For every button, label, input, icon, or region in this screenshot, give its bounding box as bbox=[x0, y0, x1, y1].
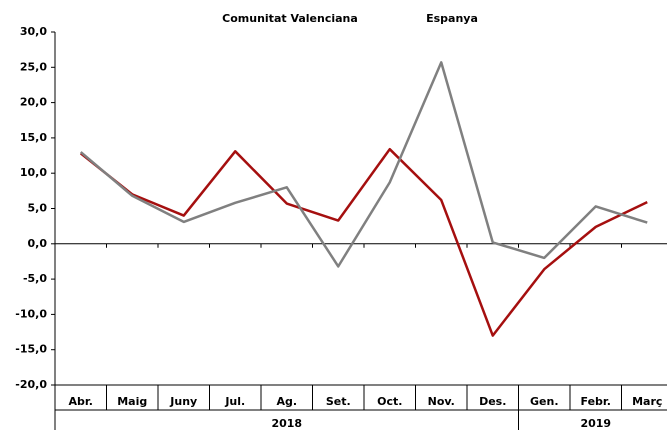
x-tick-label: Nov. bbox=[428, 395, 455, 408]
x-tick-label: Març bbox=[632, 395, 662, 408]
series-line bbox=[79, 61, 648, 268]
x-tick-label: Juny bbox=[169, 395, 197, 408]
y-tick-label: 5,0 bbox=[28, 202, 48, 215]
y-tick-label: 10,0 bbox=[20, 166, 47, 179]
x-tick-label: Des. bbox=[479, 395, 506, 408]
x-tick-label: Febr. bbox=[581, 395, 611, 408]
y-tick-label: 30,0 bbox=[20, 25, 47, 38]
x-tick-label: Maig bbox=[117, 395, 147, 408]
series-line bbox=[79, 147, 648, 337]
y-tick-label: -15,0 bbox=[15, 343, 47, 356]
x-tick-label: Set. bbox=[326, 395, 351, 408]
x-tick-label: Gen. bbox=[530, 395, 559, 408]
y-tick-label: -20,0 bbox=[15, 378, 47, 391]
y-tick-label: 0,0 bbox=[28, 237, 48, 250]
y-tick-label: 25,0 bbox=[20, 60, 47, 73]
group-label: 2018 bbox=[271, 417, 302, 430]
y-tick-label: 20,0 bbox=[20, 96, 47, 109]
y-tick-label: 15,0 bbox=[20, 131, 47, 144]
x-tick-label: Abr. bbox=[69, 395, 93, 408]
x-tick-label: Oct. bbox=[377, 395, 402, 408]
group-label: 2019 bbox=[580, 417, 611, 430]
legend-label: Comunitat Valenciana bbox=[222, 12, 358, 25]
x-tick-label: Ag. bbox=[276, 395, 297, 408]
x-tick-label: Jul. bbox=[224, 395, 245, 408]
y-tick-label: -5,0 bbox=[23, 272, 47, 285]
y-tick-label: -10,0 bbox=[15, 307, 47, 320]
legend-label: Espanya bbox=[426, 12, 478, 25]
